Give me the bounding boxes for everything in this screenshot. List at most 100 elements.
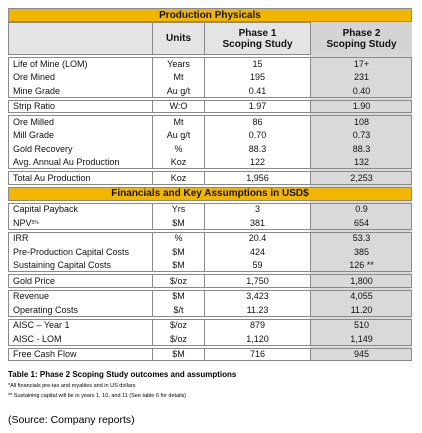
- row-label: Pre-Production Capital Costs: [13, 246, 130, 257]
- row-label: IRR: [13, 233, 29, 244]
- cell-phase1: 20.4: [204, 231, 310, 245]
- header-text: Units: [166, 33, 191, 44]
- cell-phase2: 53.3: [310, 231, 412, 245]
- cell-phase2: 0.40: [310, 84, 412, 98]
- row-label: Operating Costs: [13, 304, 79, 315]
- cell-phase1: 3,423: [204, 289, 310, 303]
- cell-phase2: 385: [310, 245, 412, 259]
- caption-note: ** Sustaining capital will be in years 1…: [8, 393, 187, 399]
- cell-units: Years: [152, 57, 204, 71]
- cell-phase2: 2,253: [310, 171, 412, 185]
- section-title: Financials and Key Assumptions in USD$: [8, 186, 412, 201]
- cell-phase1: 0.41: [204, 84, 310, 98]
- label-subscript: 5%: [31, 219, 39, 226]
- row-label: Ore Mined: [13, 72, 56, 83]
- cell-units: $M: [152, 245, 204, 259]
- cell-phase2: 0.73: [310, 128, 412, 142]
- row-label: Avg. Annual Au Production: [13, 157, 120, 168]
- row-group: [8, 99, 412, 113]
- cell-phase1: 0.70: [204, 128, 310, 142]
- cell-units: Au g/t: [152, 84, 204, 98]
- row-group: [8, 231, 412, 272]
- cell-units: %: [152, 231, 204, 245]
- cell-units: W:O: [152, 99, 204, 113]
- column-header: Phase 1 Scoping Study: [204, 22, 310, 55]
- column-header: Phase 2 Scoping Study: [310, 22, 412, 55]
- cell-phase2: 945: [310, 347, 412, 361]
- cell-phase1: 424: [204, 245, 310, 259]
- header-text: Phase 1 Scoping Study: [222, 27, 293, 50]
- cell-phase2: 88.3: [310, 142, 412, 156]
- cell-phase2: 132: [310, 155, 412, 169]
- row-group: [8, 171, 412, 185]
- cell-units: Au g/t: [152, 128, 204, 142]
- cell-phase1: 59: [204, 258, 310, 272]
- cell-units: $/oz: [152, 318, 204, 332]
- caption-note: *All financials pre-tax and royalties an…: [8, 383, 136, 389]
- cell-units: Mt: [152, 115, 204, 129]
- cell-phase1: 11.23: [204, 303, 310, 317]
- row-label: Mine Grade: [13, 85, 61, 96]
- row-label: Revenue: [13, 291, 50, 302]
- cell-units: $M: [152, 347, 204, 361]
- row-label: NPV 5%: [13, 217, 39, 228]
- row-label: Life of Mine (LOM): [13, 58, 88, 69]
- cell-phase2: 231: [310, 70, 412, 84]
- row-group: [8, 202, 412, 230]
- row-group: [8, 115, 412, 169]
- source: (Source: Company reports): [8, 414, 135, 426]
- cell-phase1: 879: [204, 318, 310, 332]
- cell-phase2: 0.9: [310, 202, 412, 216]
- cell-phase1: 88.3: [204, 142, 310, 156]
- cell-phase1: 122: [204, 155, 310, 169]
- cell-units: Mt: [152, 70, 204, 84]
- cell-units: $M: [152, 216, 204, 230]
- cell-phase1: 1,750: [204, 274, 310, 288]
- table: Production Physicals Units Phase 1 Scoping…: [8, 8, 412, 361]
- cell-phase2: 126 **: [310, 258, 412, 272]
- cell-phase2: 17+: [310, 57, 412, 71]
- cell-phase1: 381: [204, 216, 310, 230]
- cell-phase1: 716: [204, 347, 310, 361]
- cell-phase2: 108: [310, 115, 412, 129]
- cell-phase2: 654: [310, 216, 412, 230]
- cell-phase1: 1.97: [204, 99, 310, 113]
- cell-units: $M: [152, 258, 204, 272]
- row-label: Gold Price: [13, 275, 56, 286]
- cell-phase2: 1.90: [310, 99, 412, 113]
- cell-units: Koz: [152, 155, 204, 169]
- cell-phase1: 1,120: [204, 332, 310, 346]
- cell-units: $M: [152, 289, 204, 303]
- cell-phase1: 15: [204, 57, 310, 71]
- row-label: Mill Grade: [13, 130, 55, 141]
- row-label: Capital Payback: [13, 204, 79, 215]
- row-label: Strip Ratio: [13, 101, 56, 112]
- row-label: Ore Milled: [13, 116, 55, 127]
- row-label: Sustaining Capital Costs: [13, 260, 112, 271]
- row-group: [8, 347, 412, 361]
- column-header: Units: [152, 22, 204, 55]
- row-group: [8, 274, 412, 288]
- cell-phase2: 1,149: [310, 332, 412, 346]
- cell-units: $/t: [152, 303, 204, 317]
- row-label: Total Au Production: [13, 172, 91, 183]
- row-label: AISC - LOM: [13, 333, 62, 344]
- cell-phase2: 510: [310, 318, 412, 332]
- row-group: [8, 289, 412, 317]
- cell-units: Yrs: [152, 202, 204, 216]
- row-label: Gold Recovery: [13, 143, 73, 154]
- cell-units: %: [152, 142, 204, 156]
- cell-phase2: 4,055: [310, 289, 412, 303]
- cell-units: $/oz: [152, 274, 204, 288]
- cell-phase1: 3: [204, 202, 310, 216]
- row-label: Free Cash Flow: [13, 349, 77, 360]
- cell-phase2: 1,800: [310, 274, 412, 288]
- row-group: [8, 57, 412, 98]
- cell-phase1: 195: [204, 70, 310, 84]
- cell-units: $/oz: [152, 332, 204, 346]
- cell-phase1: 1,956: [204, 171, 310, 185]
- row-label: AISC – Year 1: [13, 320, 70, 331]
- row-group: [8, 318, 412, 346]
- header-text: Phase 2 Scoping Study: [326, 27, 397, 50]
